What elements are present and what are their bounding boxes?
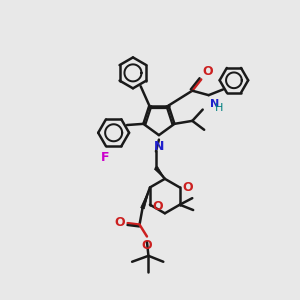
Text: O: O — [152, 200, 163, 213]
Text: O: O — [142, 239, 152, 252]
Text: H: H — [215, 103, 224, 112]
Text: N: N — [210, 99, 219, 109]
Text: O: O — [182, 181, 193, 194]
Polygon shape — [141, 188, 150, 209]
Text: F: F — [101, 151, 109, 164]
Polygon shape — [154, 167, 165, 179]
Text: O: O — [114, 216, 125, 229]
Text: O: O — [203, 65, 213, 78]
Text: N: N — [154, 140, 164, 153]
